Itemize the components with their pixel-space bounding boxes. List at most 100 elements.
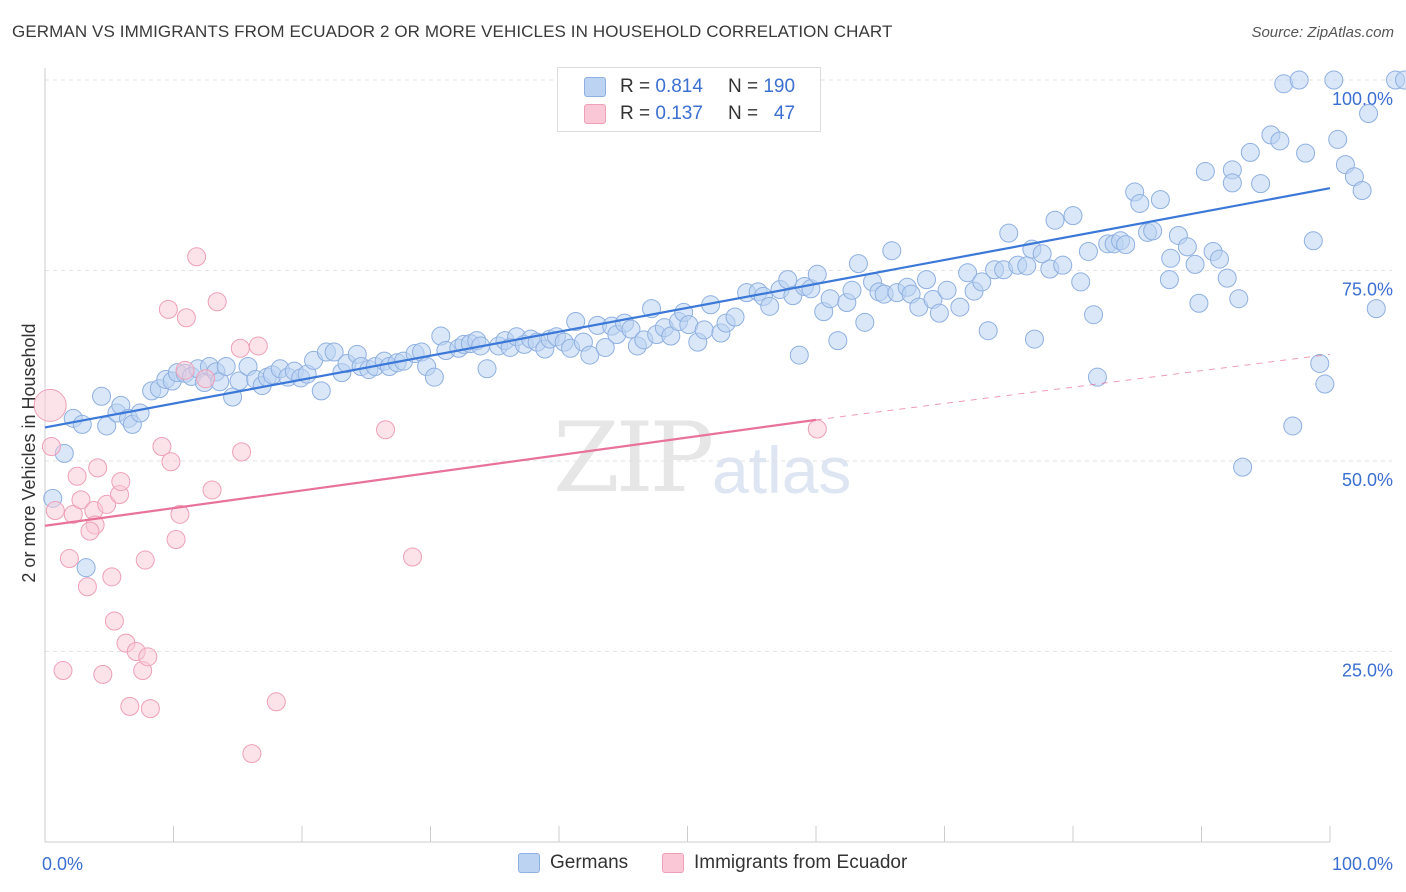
- point-ecuador: [196, 369, 216, 389]
- point-ecuador: [120, 696, 140, 716]
- point-ecuador: [202, 480, 222, 500]
- point-germans: [917, 270, 937, 290]
- point-germans: [1189, 293, 1209, 313]
- point-germans: [694, 320, 714, 340]
- y-tick-label: 75.0%: [1342, 280, 1393, 300]
- legend-swatch-germans: [584, 77, 606, 97]
- point-germans: [130, 403, 150, 423]
- point-germans: [1315, 374, 1335, 394]
- point-germans: [76, 558, 96, 578]
- point-ecuador: [161, 452, 181, 472]
- point-germans: [725, 307, 745, 327]
- legend-n-value-germans: 190: [763, 76, 796, 97]
- point-germans: [1229, 289, 1249, 309]
- point-germans: [760, 296, 780, 316]
- point-germans: [842, 280, 862, 300]
- legend-item-ecuador[interactable]: Immigrants from Ecuador: [662, 852, 907, 874]
- y-tick-label: 50.0%: [1342, 470, 1393, 490]
- point-germans: [978, 321, 998, 341]
- point-germans: [1161, 248, 1181, 268]
- watermark-atlas: atlas: [712, 433, 852, 507]
- point-germans: [999, 223, 1019, 243]
- chart-title: GERMAN VS IMMIGRANTS FROM ECUADOR 2 OR M…: [12, 22, 893, 41]
- point-germans: [1053, 255, 1073, 275]
- point-germans: [882, 241, 902, 261]
- point-germans: [1032, 244, 1052, 264]
- point-germans: [1217, 268, 1237, 288]
- point-germans: [595, 337, 615, 357]
- point-ecuador: [59, 549, 79, 569]
- point-germans: [1240, 142, 1260, 162]
- point-germans: [621, 319, 641, 339]
- point-ecuador: [230, 338, 250, 358]
- point-germans: [1310, 353, 1330, 373]
- point-germans: [1366, 299, 1386, 319]
- point-ecuador: [77, 577, 97, 597]
- point-germans: [1150, 190, 1170, 210]
- point-germans: [1063, 206, 1083, 226]
- point-germans: [477, 359, 497, 379]
- point-germans: [820, 289, 840, 309]
- point-germans: [1087, 367, 1107, 387]
- point-germans: [1143, 221, 1163, 241]
- point-germans: [1289, 70, 1309, 90]
- legend-r-value-germans: 0.814: [655, 76, 703, 97]
- point-germans: [1352, 180, 1372, 200]
- point-ecuador: [135, 550, 155, 570]
- point-ecuador: [242, 744, 262, 764]
- legend-item-germans[interactable]: Germans: [518, 852, 628, 874]
- point-ecuador: [158, 299, 178, 319]
- point-ecuador: [248, 336, 268, 356]
- point-germans: [778, 270, 798, 290]
- point-ecuador: [33, 388, 67, 422]
- point-germans: [1251, 174, 1271, 194]
- point-germans: [1328, 129, 1348, 149]
- point-ecuador: [67, 466, 87, 486]
- point-ecuador: [80, 521, 100, 541]
- y-tick-label: 100.0%: [1332, 89, 1393, 109]
- point-germans: [1270, 131, 1290, 151]
- point-germans: [1283, 416, 1303, 436]
- point-ecuador: [71, 490, 91, 510]
- y-tick-label: 25.0%: [1342, 661, 1393, 681]
- point-ecuador: [53, 661, 73, 681]
- point-germans: [1185, 254, 1205, 274]
- x-tick-label-max: 100.0%: [1332, 854, 1393, 874]
- point-ecuador: [166, 529, 186, 549]
- point-germans: [1222, 173, 1242, 193]
- point-germans: [566, 312, 586, 332]
- point-ecuador: [232, 442, 252, 462]
- legend-n-label: N =: [727, 76, 759, 97]
- point-germans: [929, 303, 949, 323]
- point-ecuador: [187, 247, 207, 267]
- point-ecuador: [152, 437, 172, 457]
- point-germans: [1078, 241, 1098, 261]
- point-germans: [1209, 249, 1229, 269]
- point-ecuador: [176, 308, 196, 328]
- point-ecuador: [807, 419, 827, 439]
- source-credit: Source: ZipAtlas.com: [1251, 24, 1394, 41]
- point-germans: [1017, 256, 1037, 276]
- legend-swatch-germans: [518, 853, 540, 873]
- legend-r-label: R =: [620, 76, 651, 97]
- point-ecuador: [403, 547, 423, 567]
- x-tick-label-min: 0.0%: [42, 854, 83, 874]
- point-germans: [72, 414, 92, 434]
- point-ecuador: [93, 664, 113, 684]
- point-ecuador: [111, 472, 131, 492]
- legend-row-germans: R = 0.814 N = 190: [584, 75, 795, 99]
- point-germans: [1395, 70, 1406, 90]
- legend-n-label: N =: [727, 103, 759, 124]
- point-germans: [1084, 305, 1104, 325]
- point-germans: [1130, 193, 1150, 213]
- point-germans: [950, 297, 970, 317]
- point-germans: [1324, 70, 1344, 90]
- legend-r-value-ecuador: 0.137: [655, 103, 703, 124]
- point-germans: [958, 263, 978, 283]
- legend-label-germans: Germans: [550, 852, 629, 873]
- legend-row-ecuador: R = 0.137 N = 47: [584, 102, 795, 126]
- point-germans: [1159, 270, 1179, 290]
- point-germans: [1195, 161, 1215, 181]
- legend-n-value-ecuador: 47: [773, 103, 796, 124]
